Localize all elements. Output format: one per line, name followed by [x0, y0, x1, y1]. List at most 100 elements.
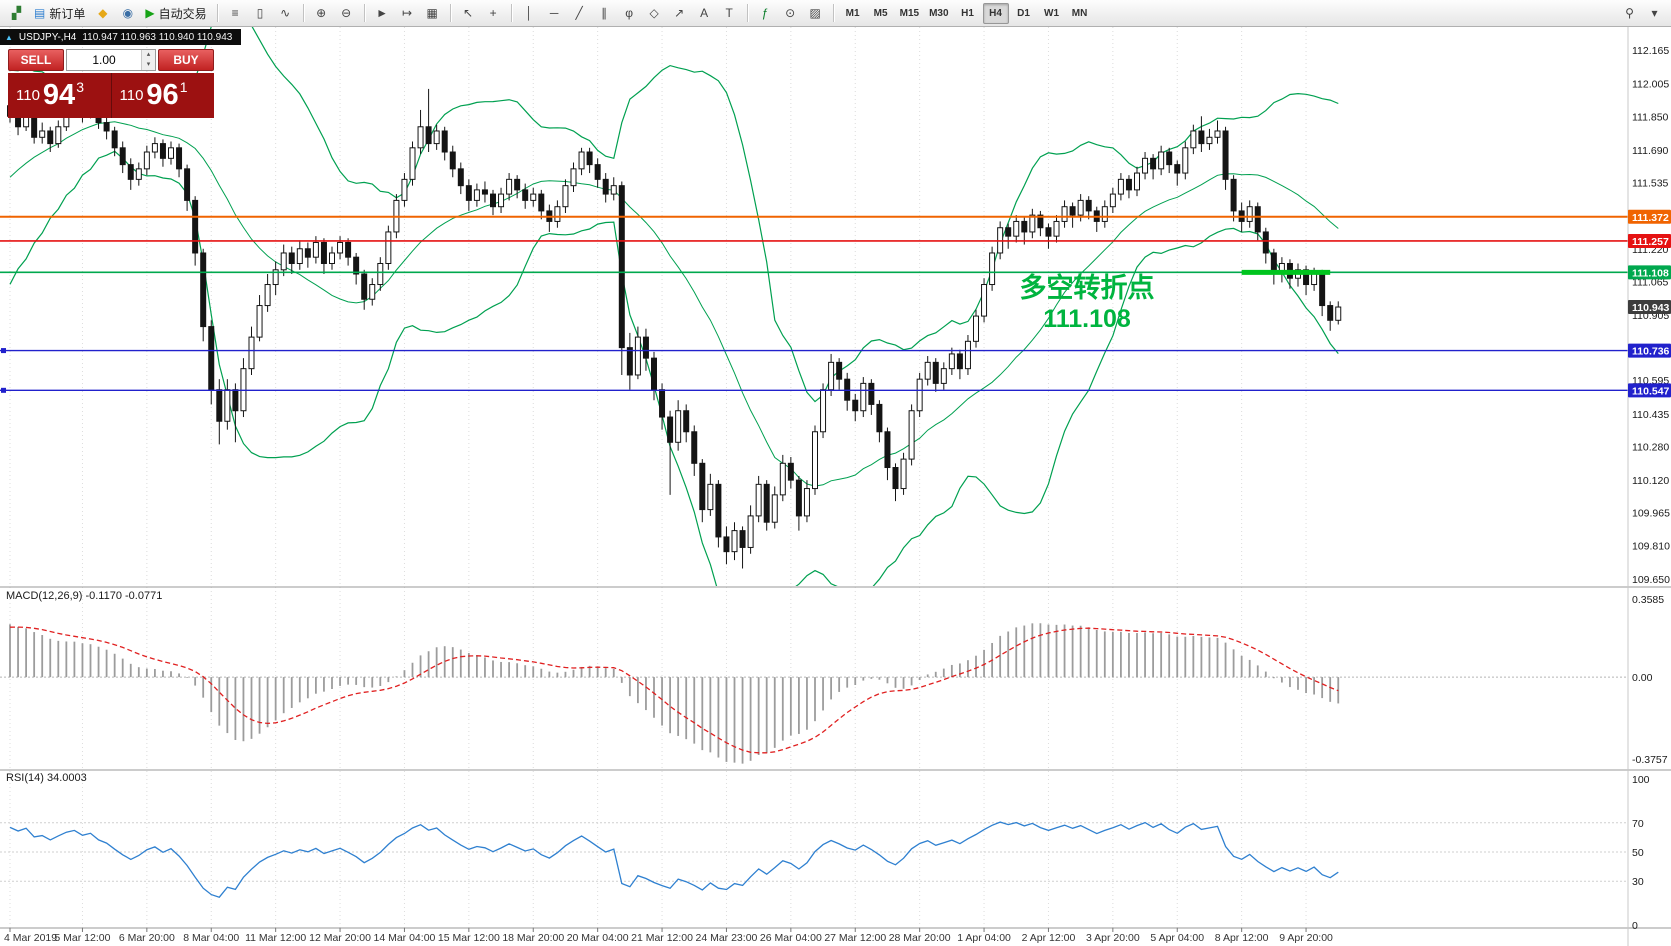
zoom-out-button[interactable]: ⊖	[335, 3, 358, 24]
timeframe-h4-button[interactable]: H4	[982, 2, 1009, 24]
horizontal-line-button[interactable]: ─	[543, 3, 566, 24]
text-button[interactable]: A	[693, 3, 716, 24]
macd-axis-label: -0.3757	[1632, 754, 1668, 766]
price-badge-value: 111.257	[1632, 236, 1669, 248]
candle	[570, 168, 577, 187]
candle	[530, 193, 537, 201]
line-handle[interactable]	[1, 387, 6, 393]
candle	[216, 389, 223, 422]
timeframe-h1-button[interactable]: H1	[961, 7, 974, 19]
profile-button[interactable]: ◉	[116, 3, 139, 24]
toolbar-separator	[832, 4, 834, 22]
sell-button[interactable]: SELL	[8, 49, 64, 71]
candle	[361, 273, 368, 300]
candle	[1061, 206, 1068, 222]
candle	[763, 483, 770, 523]
vertical-line-button[interactable]: │	[518, 3, 541, 24]
periods-button[interactable]: ⊙	[779, 3, 802, 24]
candle	[731, 530, 738, 553]
timeframe-w1-button[interactable]: W1	[1044, 7, 1060, 19]
candle	[417, 126, 424, 149]
chart-title-bar[interactable]: ▲ USDJPY-,H4 110.947 110.963 110.940 110…	[0, 29, 242, 45]
timeframe-m1-button[interactable]: M1	[845, 7, 860, 19]
new-order-glyph: ▤	[34, 6, 46, 20]
sell-price-pip: 3	[76, 79, 84, 95]
cursor-button[interactable]: ↖	[457, 3, 480, 24]
new-order-button[interactable]: ▤ 新订单	[30, 3, 89, 24]
candle	[498, 193, 505, 208]
candle	[868, 382, 875, 405]
trendline-button[interactable]: ╱	[568, 3, 591, 24]
fibonacci-glyph: φ	[625, 6, 633, 20]
candle	[168, 147, 174, 159]
line-chart-button[interactable]: ∿	[274, 3, 297, 24]
volume-down-button[interactable]: ▾	[142, 60, 155, 70]
channel-button[interactable]: ∥	[593, 3, 616, 24]
arrows-button[interactable]: ↗	[668, 3, 691, 24]
candle	[176, 147, 183, 170]
rsi-line	[9, 821, 1339, 898]
candle	[739, 530, 746, 548]
candlestick-chart-button[interactable]: ▯	[249, 3, 272, 24]
auto-scroll-button[interactable]: ►	[371, 3, 394, 24]
zoom-in-button[interactable]: ⊕	[310, 3, 333, 24]
autotrading-button[interactable]: ▶ 自动交易	[141, 3, 210, 24]
bar-chart-button[interactable]: ≡	[224, 3, 247, 24]
indicators-button[interactable]: ƒ	[754, 3, 777, 24]
timeframe-m5-button[interactable]: M5	[873, 7, 888, 19]
timeframe-d1-button[interactable]: D1	[1017, 7, 1030, 19]
candle	[449, 151, 456, 170]
candle	[1101, 206, 1108, 222]
chart-shift-button[interactable]: ↦	[396, 3, 419, 24]
candle	[683, 410, 690, 433]
volume-input[interactable]	[67, 50, 141, 70]
templates-button[interactable]: ▨	[804, 3, 827, 24]
candle	[1214, 130, 1221, 138]
price-axis[interactable]: 112.165 112.005 111.850 111.690 111.535 111.3…	[1628, 45, 1671, 932]
candle	[667, 416, 674, 443]
timeframe-mn-button[interactable]: MN	[1071, 7, 1088, 19]
candle	[860, 382, 867, 412]
timeframe-m30-button[interactable]: M30	[929, 7, 949, 19]
candle	[127, 164, 134, 180]
grid-button[interactable]: ▦	[421, 3, 444, 24]
candle	[1142, 157, 1149, 174]
macd-pane	[0, 623, 1628, 764]
search-button[interactable]: ⚲	[1618, 3, 1641, 24]
price-axis-label: 109.965	[1632, 508, 1670, 520]
candle	[876, 403, 883, 433]
candle	[1125, 178, 1132, 191]
rsi-axis-label: 70	[1632, 818, 1644, 830]
price-badge	[1628, 265, 1671, 280]
price-badge-value: 110.547	[1632, 385, 1670, 397]
candle	[465, 185, 472, 201]
templates-glyph: ▨	[809, 6, 821, 20]
fibonacci-button[interactable]: φ	[618, 3, 641, 24]
candle	[304, 248, 311, 258]
buy-button[interactable]: BUY	[158, 49, 214, 71]
candle	[538, 193, 545, 212]
vertical-line-glyph: │	[525, 6, 533, 20]
line-handle[interactable]	[1, 348, 6, 354]
macd-axis-label: 0.3585	[1632, 594, 1664, 606]
menu-dropdown-button[interactable]: ▾	[1643, 3, 1666, 24]
crosshair-button[interactable]: +	[482, 3, 505, 24]
price-axis-label: 109.810	[1632, 540, 1670, 552]
layouts-diamond-button[interactable]: ◆	[91, 3, 114, 24]
price-badge	[1628, 300, 1671, 315]
price-axis-label: 111.690	[1632, 145, 1669, 157]
candle	[159, 143, 166, 159]
candle	[675, 410, 682, 443]
timeframe-m15-button[interactable]: M15	[899, 7, 920, 19]
chart-collapse-icon[interactable]: ▲	[5, 32, 13, 42]
candle	[1198, 130, 1205, 145]
price-axis-label: 110.435	[1632, 409, 1669, 421]
candle	[337, 241, 344, 254]
volume-up-button[interactable]: ▴	[142, 50, 155, 60]
shapes-button[interactable]: ◇	[643, 3, 666, 24]
label-button[interactable]: T	[718, 3, 741, 24]
sell-price: 110 94 3	[8, 73, 111, 118]
app-icon-glyph: ▞	[11, 6, 22, 20]
